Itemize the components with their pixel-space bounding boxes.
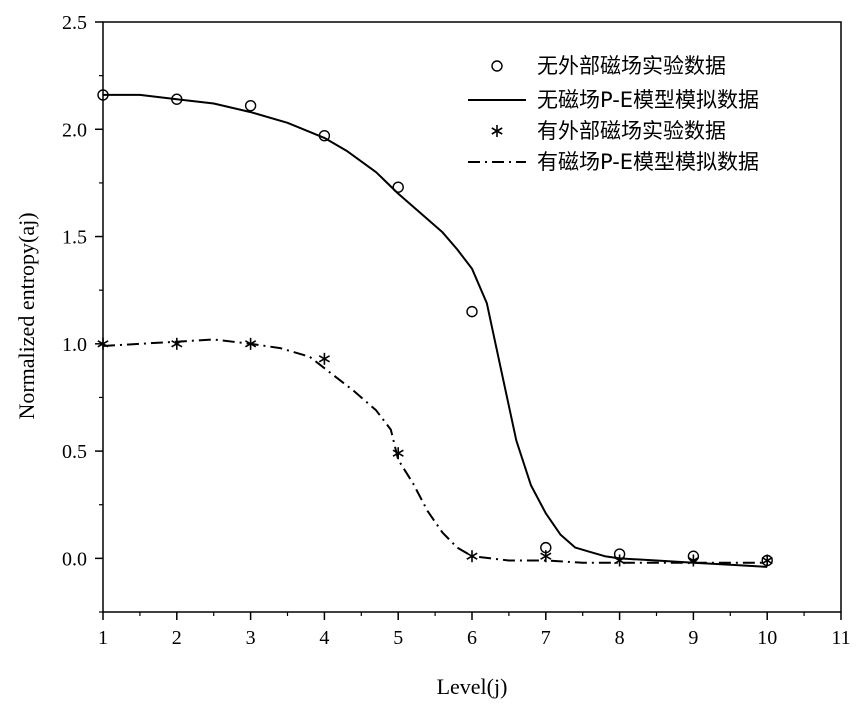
legend-item: 有外部磁场实验数据 (491, 119, 726, 143)
circle-marker (392, 181, 404, 193)
series-1 (103, 93, 768, 568)
x-tick-label: 1 (98, 627, 108, 649)
asterisk-marker (614, 554, 626, 567)
x-tick-label: 4 (319, 627, 329, 649)
asterisk-marker (491, 125, 503, 137)
x-tick-label: 5 (393, 627, 403, 649)
x-tick-label: 2 (172, 627, 182, 649)
x-tick-label: 10 (757, 627, 777, 649)
y-tick-label: 1.5 (62, 227, 87, 249)
x-tick-label: 9 (688, 627, 698, 649)
x-tick-label: 8 (615, 627, 625, 649)
x-tick-label: 3 (246, 627, 256, 649)
series-2 (97, 337, 773, 567)
x-tick-label: 7 (541, 627, 551, 649)
y-tick-label: 2.0 (62, 119, 87, 141)
series-layer (97, 89, 773, 568)
legend-item: 无外部磁场实验数据 (491, 54, 726, 78)
asterisk-marker (318, 352, 330, 365)
legend-label: 有磁场P-E模型模拟数据 (537, 150, 759, 174)
series-line (102, 338, 768, 564)
legend-label: 无磁场P-E模型模拟数据 (537, 88, 759, 112)
circle-marker (244, 99, 257, 112)
series-line (103, 93, 768, 568)
y-tick-label: 2.5 (62, 12, 87, 34)
asterisk-marker (466, 550, 478, 563)
legend: 无外部磁场实验数据无磁场P-E模型模拟数据有外部磁场实验数据有磁场P-E模型模拟… (468, 54, 759, 174)
series-3 (102, 338, 768, 564)
tick-labels: 1 2 3 4 5 6 7 8 9 10 11 0.0 0.5 1.0 1.5 2.0 2.5 (62, 12, 851, 649)
legend-label: 有外部磁场实验数据 (537, 119, 726, 143)
y-axis-title: Normalized entropy(aj) (14, 212, 39, 419)
legend-item: 有磁场P-E模型模拟数据 (468, 150, 759, 174)
axis-ticks (95, 21, 842, 620)
circle-marker (491, 60, 503, 72)
asterisk-marker (171, 337, 183, 350)
y-tick-label: 0.0 (62, 548, 87, 570)
y-tick-label: 0.5 (62, 441, 87, 463)
x-axis-title: Level(j) (437, 674, 508, 699)
asterisk-marker (761, 554, 773, 567)
y-tick-label: 1.0 (62, 334, 87, 356)
x-tick-label: 11 (831, 627, 850, 649)
x-tick-label: 6 (467, 627, 477, 649)
legend-item: 无磁场P-E模型模拟数据 (468, 88, 759, 112)
circle-marker (466, 305, 478, 318)
legend-label: 无外部磁场实验数据 (537, 54, 726, 78)
